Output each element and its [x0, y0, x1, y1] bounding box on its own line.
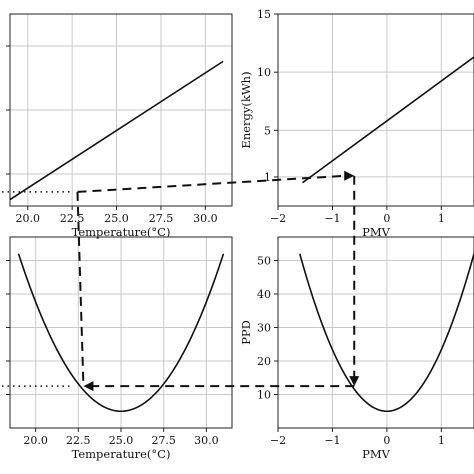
panel-1-xlabel: Temperature(°C) — [72, 225, 171, 239]
panel-2-xtick-label-2: 0 — [383, 212, 390, 225]
panel-2-ytick-label-1: 5 — [264, 124, 271, 137]
panel-3-xtick-label-4: 30.0 — [194, 434, 219, 447]
panel-2-xtick-label-3: 1 — [438, 212, 445, 225]
panel-4-ylabel: PPD — [239, 320, 253, 345]
panel-2-ytick-label-0: 1 — [264, 171, 271, 184]
panel-3-xtick-label-0: 20.0 — [23, 434, 48, 447]
panel-1-xtick-label-3: 27.5 — [149, 212, 174, 225]
axes-frames — [6, 13, 474, 432]
panel-1-xtick-label-2: 25.0 — [104, 212, 129, 225]
panel-4-xtick-label-0: −2 — [270, 434, 286, 447]
panel-3-xlabel: Temperature(°C) — [72, 447, 171, 461]
panel-1-xtick-label-0: 20.0 — [16, 212, 41, 225]
panel-4-ytick-label-2: 30 — [257, 321, 271, 334]
energy-dashed-arrow — [77, 174, 347, 193]
panel-3-series-0-line — [17, 253, 225, 413]
panel-4-ytick-label-0: 10 — [257, 388, 271, 401]
panel-4-series-0-line — [299, 253, 474, 413]
panel-2-series-0-line — [302, 56, 474, 184]
panel-4-xtick-label-3: 1 — [438, 434, 445, 447]
panel-1-series-0-line — [9, 60, 224, 201]
energy-arrowhead — [344, 170, 355, 181]
panel-1-xtick-label-4: 30.0 — [193, 212, 218, 225]
panel-3-xtick-label-2: 25.0 — [109, 434, 134, 447]
panel-2-xlabel: PMV — [362, 225, 391, 239]
panel-4-ytick-label-3: 40 — [257, 288, 271, 301]
series-layer — [9, 56, 474, 413]
temperature-dashed-drop — [76, 191, 85, 387]
panel-3-xtick-label-1: 22.5 — [66, 434, 91, 447]
panel-4-ytick-label-4: 50 — [257, 254, 271, 267]
panel-2-frame — [277, 13, 474, 207]
pmv-arrowhead — [349, 376, 360, 387]
panel-2-ylabel: Energy(kWh) — [239, 71, 253, 148]
panel-2-xtick-label-1: −1 — [324, 212, 340, 225]
text-layer: 20.0 22.5 25.0 27.5 30.0 Temperature(°C) −2 −1 0… — [16, 8, 445, 461]
panel-3-xtick-label-3: 27.5 — [151, 434, 176, 447]
panel-4-frame — [277, 236, 474, 429]
annotation-layer — [2, 170, 360, 392]
panel-4-ytick-label-1: 20 — [257, 355, 271, 368]
panel-2-ytick-label-3: 15 — [257, 8, 271, 21]
panel-1-xtick-label-1: 22.5 — [60, 212, 85, 225]
panel-4-xtick-label-2: 0 — [383, 434, 390, 447]
panel-2-ytick-label-2: 10 — [257, 66, 271, 79]
panel-4-xtick-label-1: −1 — [324, 434, 340, 447]
panel-4-xlabel: PMV — [362, 447, 391, 461]
ppd-arrowhead — [83, 381, 94, 392]
panel-2-xtick-label-0: −2 — [270, 212, 286, 225]
